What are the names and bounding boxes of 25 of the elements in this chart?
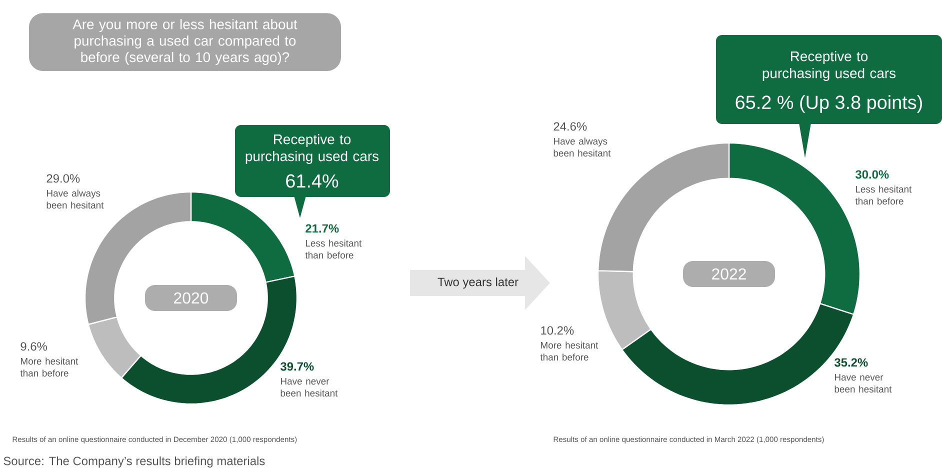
data-label: 9.6% — [20, 342, 48, 351]
data-label: 30.0% — [855, 170, 889, 179]
text: 65.2 % (Up 3.8 points) — [736, 95, 922, 113]
slice-label: Less hesitant than before — [305, 240, 362, 259]
text: Receptive to purchasing used cars — [246, 134, 379, 164]
source-note: Source: The Company’s results briefing materials — [4, 456, 265, 468]
data-label: 10.2% — [541, 326, 574, 335]
text: 2022 — [712, 268, 746, 280]
text: Two years later — [438, 277, 518, 289]
slice-label: Have always been hesitant — [46, 190, 104, 209]
data-label: 29.0% — [46, 174, 80, 183]
slice-label: More hesitant than before — [540, 342, 598, 361]
data-label: 21.7% — [306, 224, 339, 233]
slice-label: Have never been hesitant — [280, 378, 338, 397]
slice-label: Less hesitant than before — [855, 186, 912, 205]
slice-label: Have always been hesitant — [554, 138, 611, 157]
chart-title: Are you more or less hesitant about purchasing a used car compared to before (several to 10 years ago)? — [72, 19, 298, 65]
data-label: 24.6% — [554, 122, 587, 131]
text: 61.4% — [286, 174, 338, 188]
text: Receptive to purchasing used cars — [762, 51, 896, 81]
data-label: 35.2% — [834, 358, 868, 367]
text: 2020 — [174, 292, 208, 304]
data-label: 39.7% — [280, 362, 314, 371]
slice-label: More hesitant than before — [20, 358, 78, 377]
slice-label: Have never been hesitant — [834, 374, 892, 393]
